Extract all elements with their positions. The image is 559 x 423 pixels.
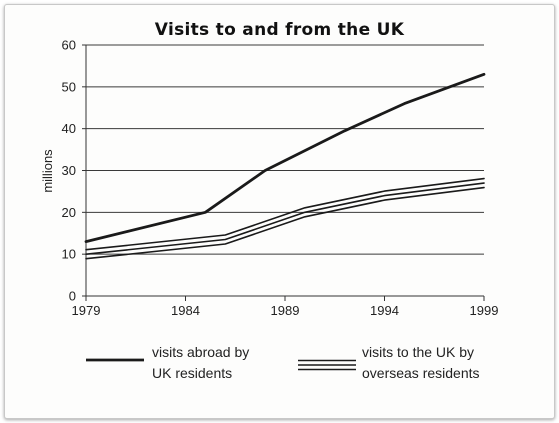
y-tick-label: 0	[69, 289, 76, 304]
legend-label-line2: UK residents	[152, 365, 232, 381]
y-tick-label: 60	[62, 38, 76, 53]
y-tick-label: 50	[62, 79, 76, 94]
y-tick-label: 10	[62, 247, 76, 262]
y-tick-label: 30	[62, 163, 76, 178]
legend-label-line1: visits abroad by	[152, 344, 249, 360]
series-overseas-visits-line-3	[85, 186, 485, 260]
x-tick-label: 1989	[271, 303, 300, 318]
x-tick-label: 1994	[370, 303, 399, 318]
grid-lines	[86, 44, 484, 255]
y-axis-label: millions	[40, 149, 55, 193]
chart-frame	[4, 4, 555, 419]
x-tick-label: 1999	[470, 303, 499, 318]
legend-label-line1: visits to the UK by	[362, 344, 474, 360]
y-tick-labels: 0 10 20 30 40 50 60	[62, 38, 76, 304]
series-overseas-visits-line-1	[85, 177, 485, 251]
series-overseas-visits-line-2	[85, 182, 485, 255]
series-lines	[84, 72, 486, 260]
legend-label-line2: overseas residents	[362, 365, 480, 381]
x-tick-label: 1979	[72, 303, 101, 318]
x-tick-labels: 1979 1984 1989 1994 1999	[72, 303, 499, 318]
x-tick-label: 1984	[171, 303, 200, 318]
legend: visits abroad by UK residents visits to th…	[86, 344, 480, 381]
series-uk-residents-line	[84, 72, 486, 244]
y-tick-label: 40	[62, 121, 76, 136]
axes	[82, 44, 485, 301]
y-tick-label: 20	[62, 205, 76, 220]
chart-title: Visits to and from the UK	[154, 20, 405, 40]
